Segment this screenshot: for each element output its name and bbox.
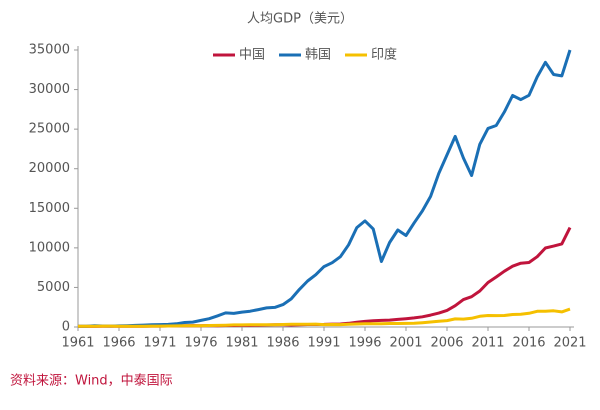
series-line (78, 226, 572, 328)
y-tick-label: 25000 (29, 122, 70, 137)
series-line (77, 49, 572, 328)
x-tick-label: 1966 (102, 336, 135, 351)
y-tick-label: 15000 (29, 201, 70, 216)
x-tick-label: 1981 (225, 336, 258, 351)
x-tick-label: 2011 (471, 336, 504, 351)
x-tick-label: 2006 (430, 336, 463, 351)
x-tick-label: 1996 (348, 336, 381, 351)
legend-label: 印度 (371, 47, 397, 63)
legend-label: 韩国 (305, 48, 331, 63)
chart-title: 人均GDP（美元） (247, 12, 353, 27)
x-tick-label: 2001 (389, 336, 422, 351)
source-note: 资料来源：Wind，中泰国际 (10, 374, 173, 389)
legend-label: 中国 (239, 48, 265, 63)
x-tick-label: 1986 (266, 336, 299, 351)
y-tick-label: 5000 (37, 280, 70, 295)
series-line (78, 307, 571, 328)
y-tick-label: 0 (62, 320, 70, 335)
y-tick-label: 35000 (29, 43, 70, 58)
y-tick-label: 20000 (29, 161, 70, 176)
x-tick-label: 1976 (184, 336, 217, 351)
y-tick-label: 30000 (29, 82, 70, 97)
x-tick-label: 2021 (553, 336, 586, 351)
x-tick-label: 1991 (307, 336, 340, 351)
y-tick-label: 10000 (29, 240, 70, 255)
x-tick-label: 1961 (61, 336, 94, 351)
x-tick-label: 1971 (143, 336, 176, 351)
x-tick-label: 2016 (512, 336, 545, 351)
